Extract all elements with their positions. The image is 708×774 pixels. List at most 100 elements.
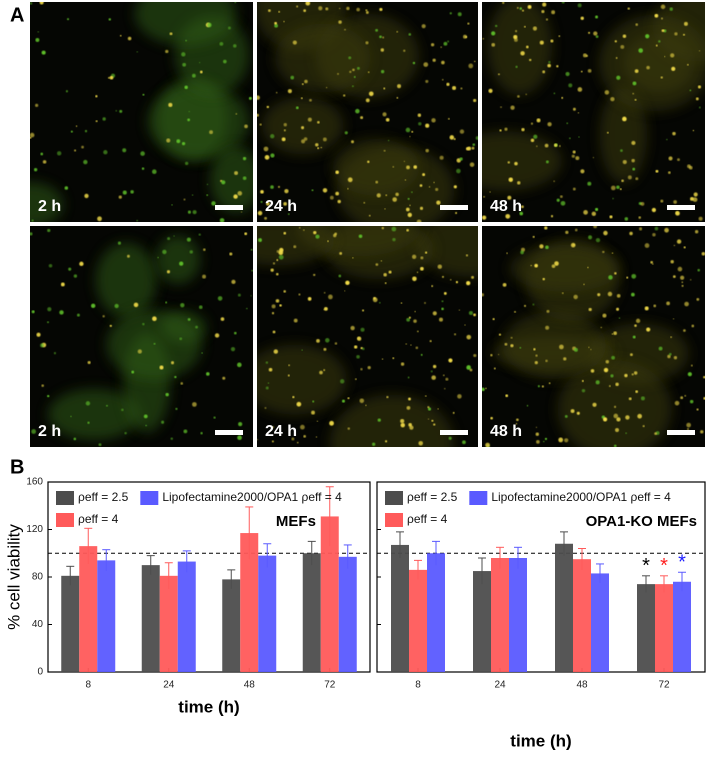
speck — [590, 369, 595, 373]
bar — [302, 553, 321, 672]
speck — [323, 369, 326, 372]
speck — [257, 210, 263, 216]
speck — [406, 228, 409, 232]
cell-glow — [210, 146, 253, 213]
speck — [673, 200, 677, 204]
significance-marker: * — [660, 555, 668, 577]
legend-swatch — [385, 491, 403, 505]
speck — [400, 422, 406, 428]
speck — [272, 426, 275, 429]
speck — [616, 185, 620, 190]
speck — [645, 34, 650, 39]
speck — [382, 112, 387, 117]
speck — [301, 139, 306, 144]
speck — [587, 68, 592, 73]
speck — [109, 324, 112, 327]
speck — [396, 30, 399, 33]
speck — [384, 282, 387, 284]
speck — [301, 349, 303, 351]
speck — [544, 143, 549, 148]
speck — [652, 232, 656, 237]
speck — [257, 113, 259, 117]
speck — [329, 420, 334, 426]
speck — [441, 275, 445, 278]
speck — [468, 63, 474, 69]
speck — [365, 11, 369, 14]
speck — [205, 372, 210, 376]
speck — [183, 198, 186, 201]
speck — [250, 248, 253, 251]
speck — [429, 340, 432, 343]
speck — [296, 401, 302, 407]
speck — [536, 118, 541, 123]
speck — [660, 76, 663, 79]
speck — [703, 376, 705, 379]
speck — [102, 315, 105, 318]
micrograph: 24 h — [257, 226, 478, 447]
speck — [347, 427, 351, 430]
speck — [577, 87, 583, 92]
speck — [572, 150, 576, 154]
speck — [30, 132, 35, 138]
speck — [322, 137, 327, 142]
speck — [519, 211, 524, 216]
speck — [403, 160, 405, 162]
cells — [482, 2, 705, 221]
speck — [545, 359, 548, 363]
speck — [181, 141, 186, 146]
speck — [408, 423, 412, 427]
time-label: 48 h — [490, 423, 522, 440]
speck — [350, 325, 355, 331]
speck — [238, 422, 243, 427]
speck — [180, 303, 185, 308]
speck — [464, 324, 466, 326]
speck — [431, 285, 434, 288]
speck — [346, 6, 350, 11]
speck — [520, 51, 525, 56]
speck — [609, 215, 613, 219]
speck — [639, 227, 643, 231]
speck — [187, 210, 191, 214]
x-axis-title: time (h) — [178, 697, 239, 716]
significance-marker: * — [642, 555, 650, 577]
speck — [668, 156, 673, 161]
speck — [359, 398, 365, 404]
speck — [244, 124, 248, 129]
speck — [534, 263, 538, 268]
speck — [592, 402, 597, 407]
speck — [118, 195, 122, 199]
speck — [375, 263, 379, 266]
speck — [548, 60, 551, 64]
speck — [341, 399, 345, 403]
speck — [471, 275, 475, 279]
speck — [354, 345, 358, 349]
legend-label: Lipofectamine2000/OPA1 ρeff = 4 — [491, 490, 671, 504]
speck — [554, 261, 559, 266]
speck — [449, 12, 452, 15]
speck — [575, 156, 580, 161]
speck — [516, 6, 519, 9]
speck — [268, 367, 273, 372]
speck — [615, 382, 619, 387]
speck — [570, 242, 576, 248]
speck — [460, 87, 463, 90]
speck — [605, 360, 610, 364]
speck — [133, 302, 139, 308]
speck — [380, 69, 385, 74]
speck — [347, 177, 353, 183]
speck — [315, 234, 320, 239]
speck — [388, 270, 392, 274]
speck — [283, 20, 285, 23]
speck — [419, 206, 424, 211]
speck — [214, 333, 220, 338]
speck — [576, 411, 580, 415]
speck — [318, 6, 323, 11]
speck — [658, 40, 661, 43]
speck — [153, 342, 156, 345]
speck — [166, 138, 171, 143]
speck — [272, 262, 276, 265]
speck — [532, 235, 535, 238]
speck — [381, 226, 385, 230]
bar — [79, 546, 98, 672]
speck — [188, 110, 190, 113]
